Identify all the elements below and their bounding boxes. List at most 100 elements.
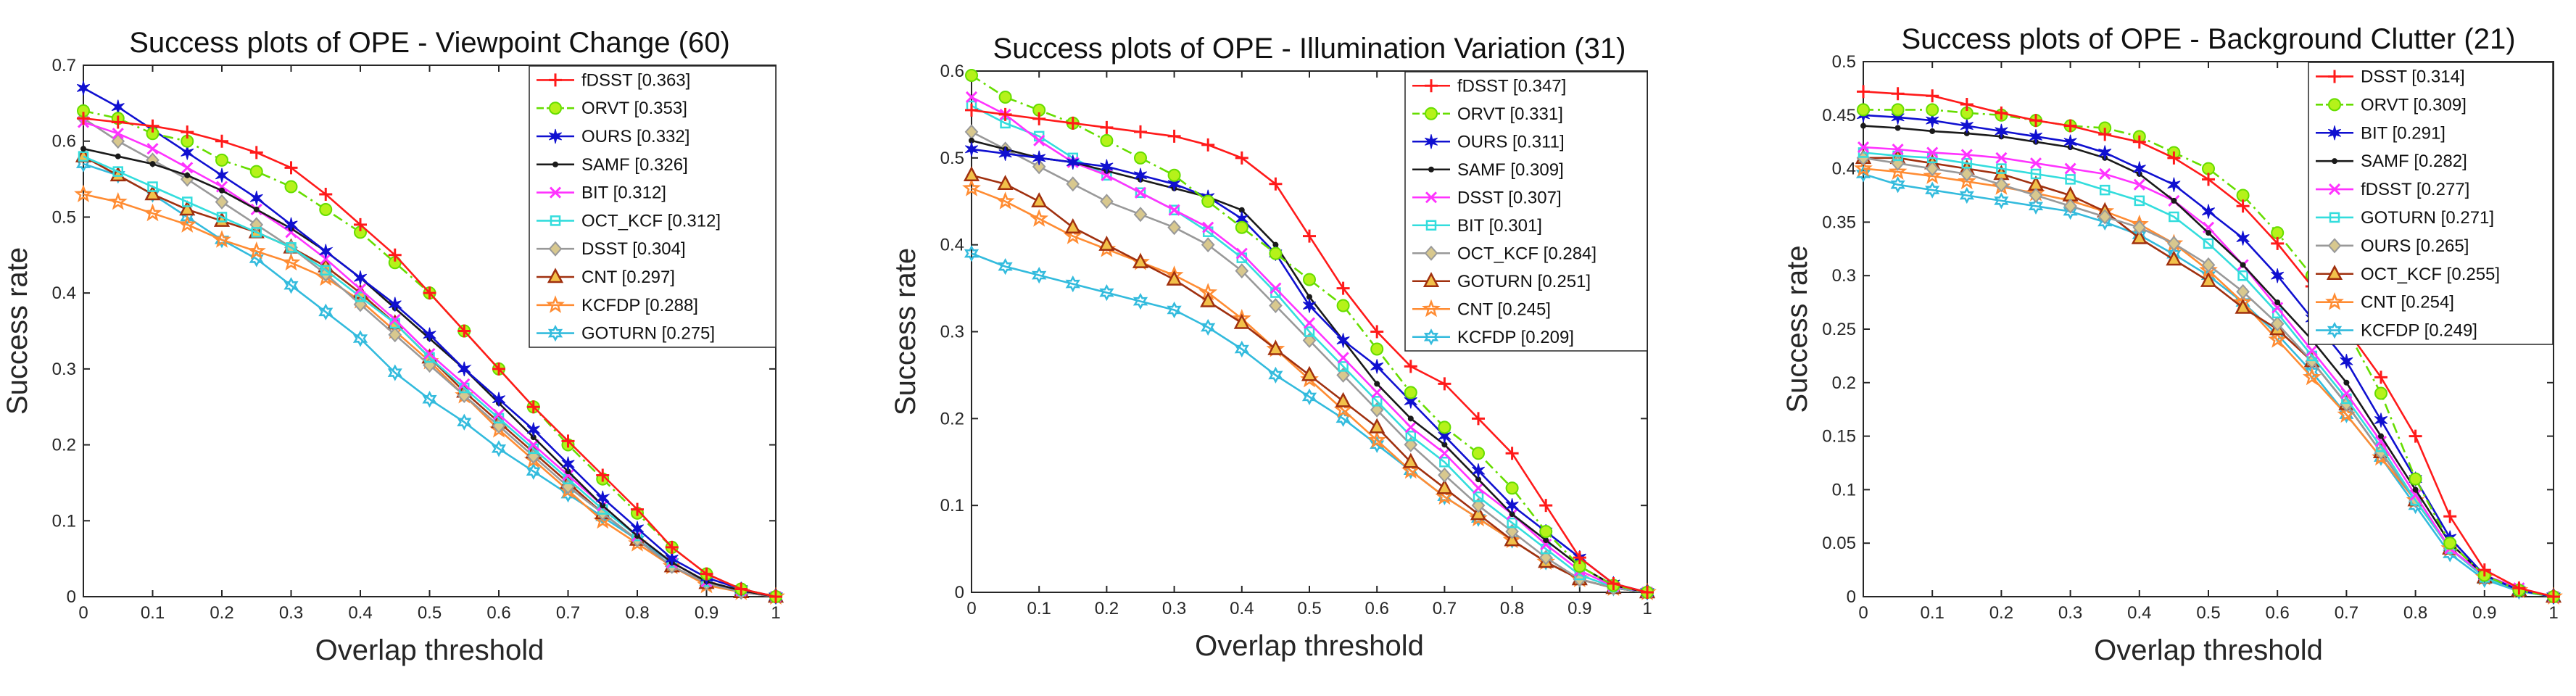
data-point bbox=[2131, 228, 2148, 244]
y-tick-label: 0.4 bbox=[52, 283, 76, 303]
data-point bbox=[1235, 220, 1248, 234]
data-point bbox=[457, 413, 472, 431]
data-point bbox=[2343, 379, 2350, 386]
data-point bbox=[530, 434, 537, 441]
series-group bbox=[74, 80, 785, 605]
data-point bbox=[2028, 197, 2044, 215]
legend-item: GOTURN [0.251] bbox=[1412, 272, 1591, 291]
legend-item: SAMF [0.326] bbox=[537, 155, 688, 175]
data-point bbox=[1925, 161, 1939, 177]
legend-label: BIT [0.291] bbox=[2361, 123, 2445, 143]
data-point bbox=[1925, 181, 1940, 199]
legend-label: fDSST [0.363] bbox=[581, 70, 690, 90]
data-point bbox=[2132, 220, 2147, 236]
legend-marker bbox=[549, 73, 562, 87]
data-point bbox=[998, 257, 1013, 276]
data-point bbox=[2029, 157, 2042, 170]
data-point bbox=[630, 521, 645, 536]
data-point bbox=[1032, 150, 1046, 165]
legend-label: ORVT [0.331] bbox=[1457, 104, 1563, 124]
data-point bbox=[526, 422, 542, 437]
legend-item: OCT_KCF [0.312] bbox=[537, 211, 721, 231]
legend: fDSST [0.363] ORVT [0.353] OURS [0.332] SAM… bbox=[529, 65, 776, 348]
data-point bbox=[1960, 149, 1973, 161]
legend-label: KCFDP [0.249] bbox=[2361, 321, 2477, 341]
data-point bbox=[965, 91, 978, 104]
data-point bbox=[1923, 166, 1942, 184]
x-axis-label: Overlap threshold bbox=[1195, 630, 1424, 662]
legend-box bbox=[2308, 62, 2554, 345]
data-point bbox=[1505, 481, 1519, 495]
data-point bbox=[2029, 187, 2043, 204]
data-point bbox=[2029, 129, 2043, 144]
legend-marker bbox=[2327, 125, 2342, 141]
data-point bbox=[1032, 159, 1046, 175]
data-point bbox=[2240, 262, 2246, 268]
data-point bbox=[1509, 511, 1515, 518]
data-point bbox=[963, 166, 980, 182]
data-point bbox=[178, 215, 197, 233]
legend-label: OURS [0.265] bbox=[2361, 236, 2469, 256]
legend-item: OCT_KCF [0.284] bbox=[1412, 244, 1596, 263]
data-point bbox=[1404, 421, 1417, 434]
x-tick-label: 0.5 bbox=[418, 603, 442, 623]
data-point bbox=[1235, 151, 1248, 165]
data-point bbox=[1370, 436, 1385, 453]
data-point bbox=[1304, 326, 1315, 337]
y-tick-label: 0.45 bbox=[1822, 106, 1856, 125]
data-point bbox=[1064, 218, 1081, 233]
data-point bbox=[1371, 386, 1383, 399]
data-point bbox=[1100, 194, 1114, 210]
data-point bbox=[1167, 301, 1182, 319]
legend-item: fDSST [0.347] bbox=[1412, 76, 1566, 96]
data-point bbox=[997, 175, 1014, 191]
data-point bbox=[1957, 171, 1976, 190]
data-point bbox=[1065, 275, 1080, 293]
legend-item: SAMF [0.309] bbox=[1412, 160, 1564, 180]
data-point bbox=[1306, 294, 1312, 300]
data-point bbox=[1233, 313, 1250, 329]
legend-label: BIT [0.301] bbox=[1457, 216, 1542, 236]
x-tick-label: 0.9 bbox=[2472, 603, 2496, 623]
data-point bbox=[1100, 120, 1114, 134]
data-point bbox=[2340, 387, 2353, 399]
y-tick-label: 0.6 bbox=[940, 62, 964, 81]
data-point bbox=[320, 265, 331, 276]
data-point bbox=[2206, 230, 2211, 236]
data-point bbox=[80, 146, 86, 152]
chart-panel-3: Success plots of OPE - Background Clutte… bbox=[1781, 23, 2563, 666]
x-tick-label: 1 bbox=[1642, 599, 1652, 618]
data-point bbox=[1855, 165, 1871, 183]
data-point bbox=[2270, 316, 2285, 332]
x-tick-label: 0.7 bbox=[556, 603, 580, 623]
data-point bbox=[1066, 154, 1080, 170]
data-point bbox=[1269, 298, 1283, 314]
data-point bbox=[2271, 268, 2285, 283]
data-point bbox=[1099, 283, 1114, 302]
data-point bbox=[1302, 332, 1317, 348]
legend-marker bbox=[547, 324, 563, 342]
data-point bbox=[1438, 420, 1451, 434]
data-point bbox=[964, 244, 980, 262]
data-point bbox=[1272, 241, 1279, 248]
legend-marker bbox=[1425, 107, 1438, 120]
data-point bbox=[1202, 221, 1214, 233]
data-point bbox=[318, 303, 334, 320]
data-point bbox=[1995, 152, 2008, 164]
data-point bbox=[1133, 167, 1148, 183]
data-point bbox=[2512, 581, 2526, 595]
legend-marker bbox=[1425, 79, 1438, 93]
data-point bbox=[1335, 392, 1351, 407]
data-point bbox=[1370, 359, 1384, 374]
data-point bbox=[249, 165, 263, 178]
legend-label: SAMF [0.282] bbox=[2361, 152, 2467, 171]
legend-label: SAMF [0.309] bbox=[1457, 160, 1564, 180]
legend-label: SAMF [0.326] bbox=[581, 155, 688, 175]
x-tick-label: 0.6 bbox=[486, 603, 510, 623]
data-point bbox=[1370, 325, 1384, 339]
chart-panel-1: Success plots of OPE - Viewpoint Change … bbox=[1, 27, 785, 666]
legend-marker bbox=[2329, 212, 2340, 223]
x-tick-label: 0.3 bbox=[1162, 599, 1186, 618]
data-point bbox=[1367, 430, 1387, 449]
data-point bbox=[354, 283, 367, 295]
